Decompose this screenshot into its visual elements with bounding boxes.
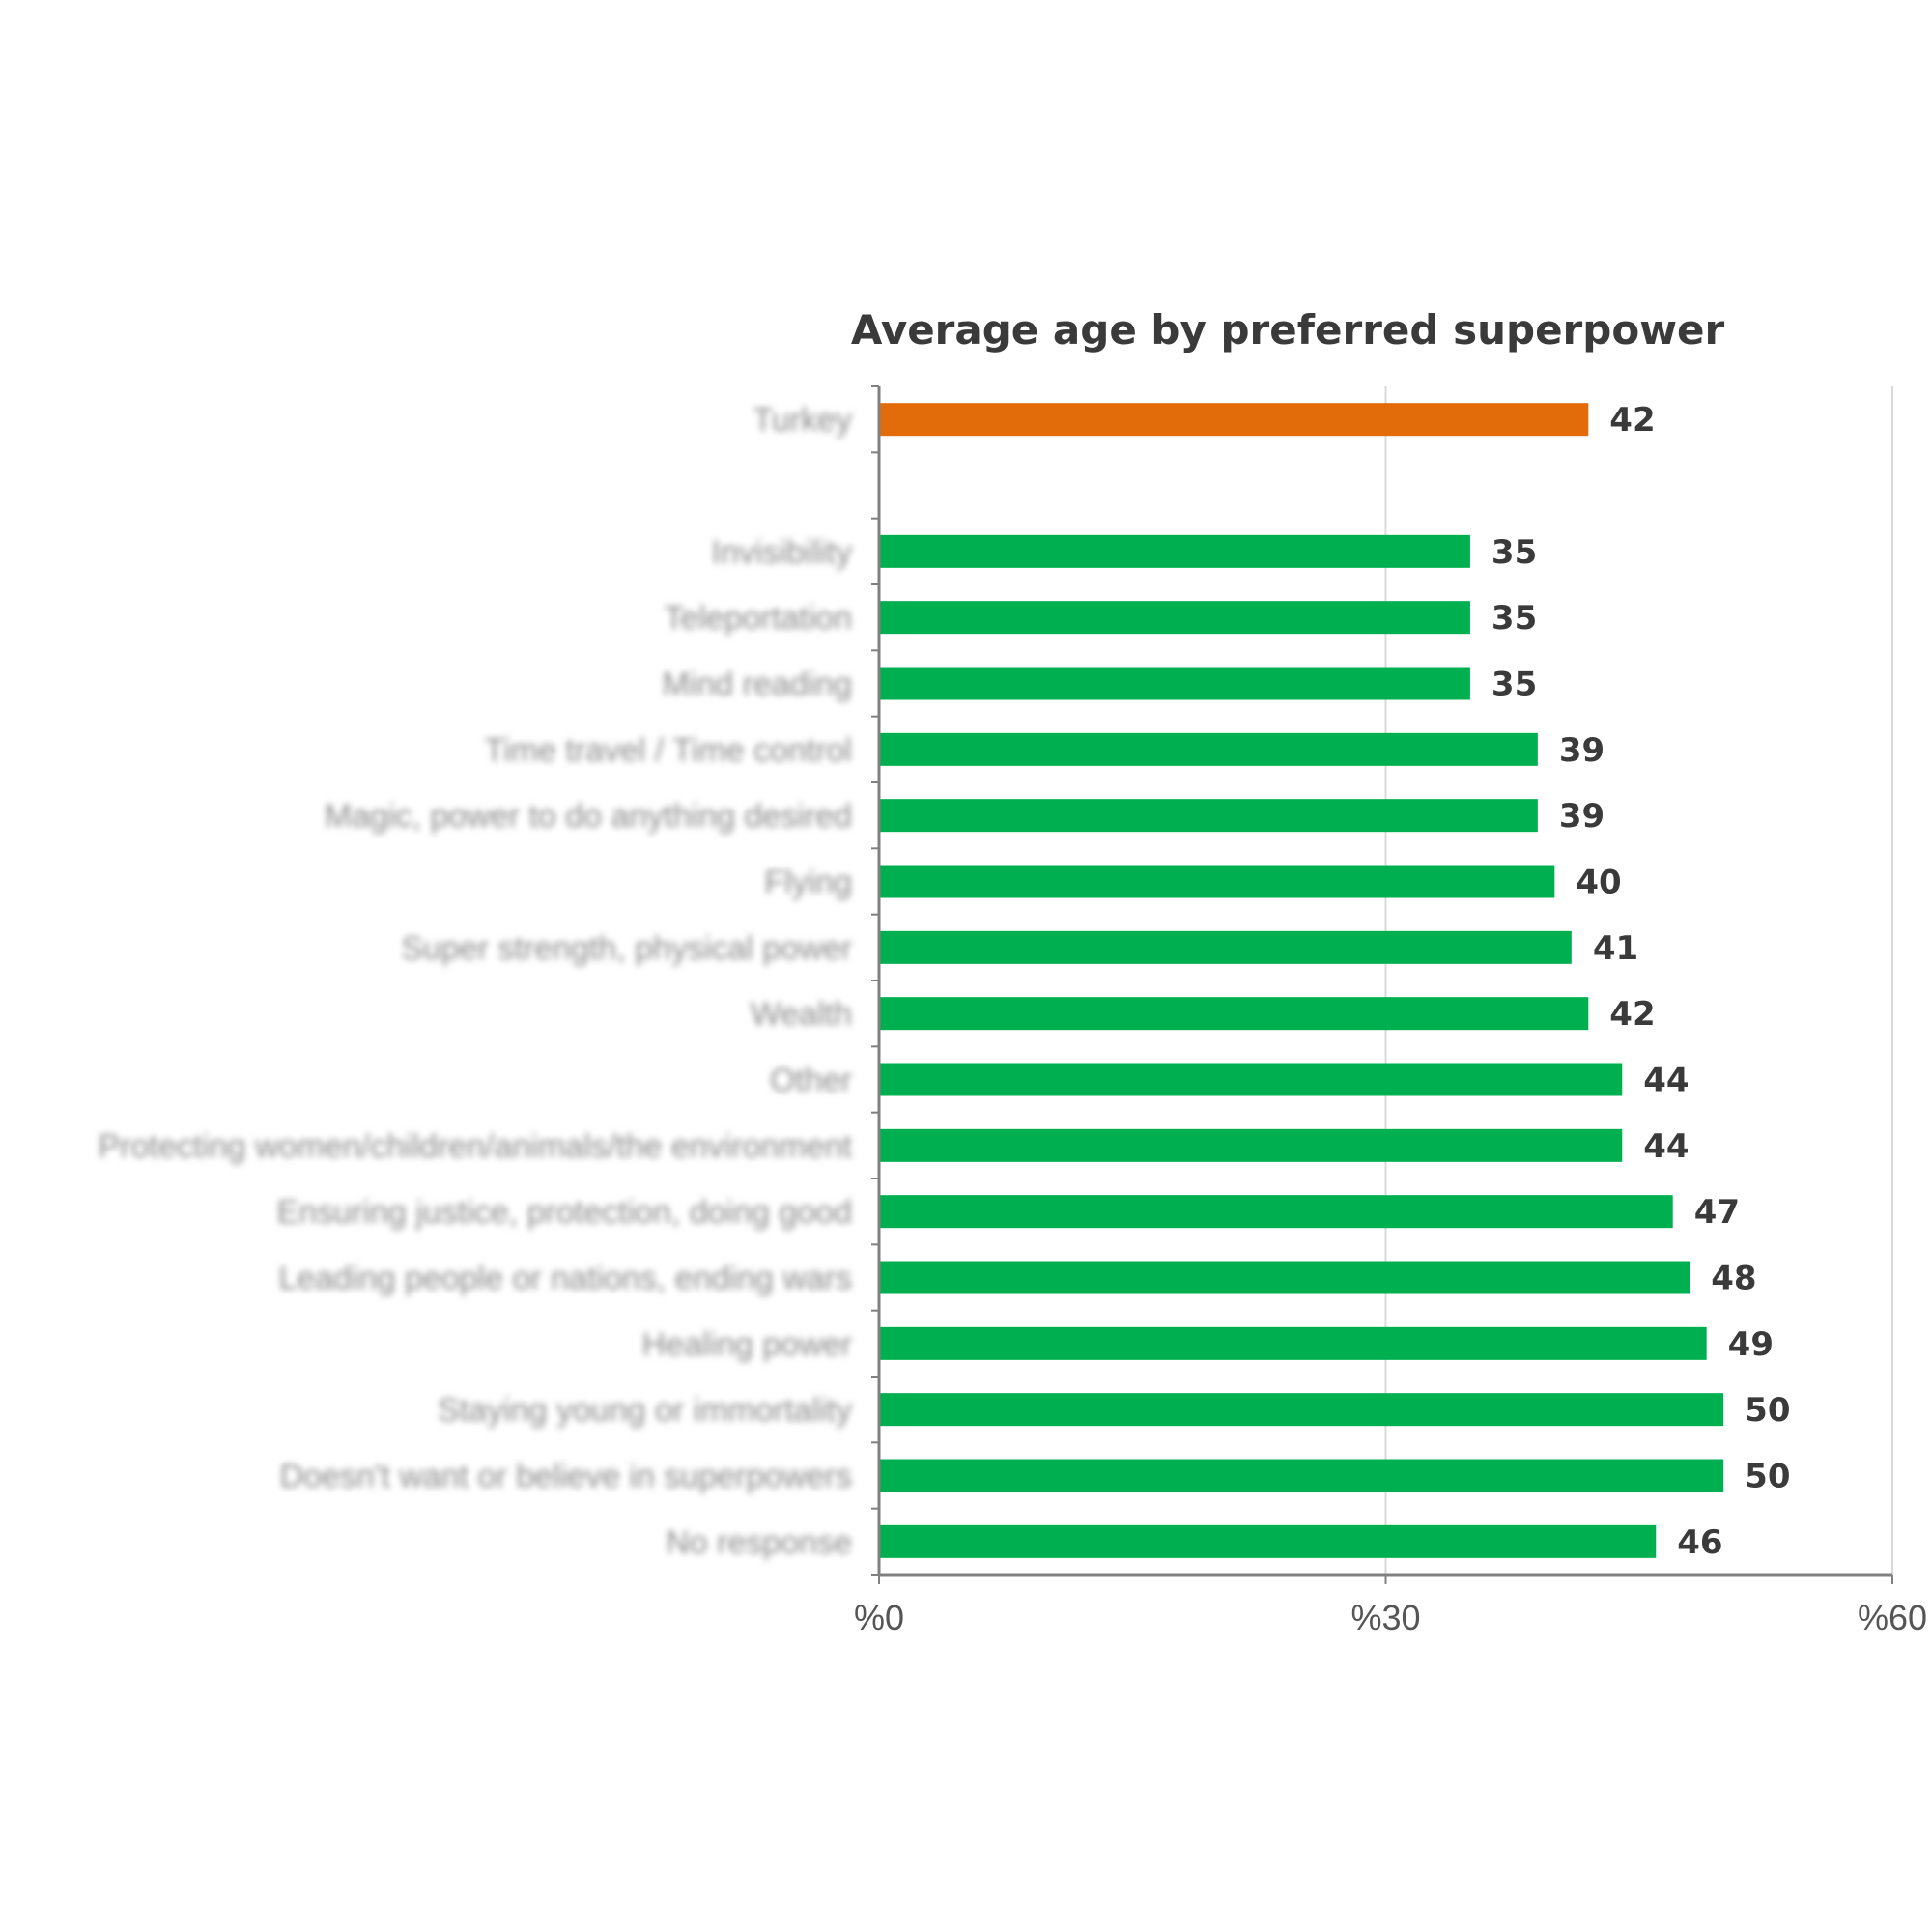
- category-label: Teleportation: [664, 600, 852, 637]
- bar: [879, 1261, 1690, 1294]
- bar: [879, 534, 1470, 568]
- category-label: Magic, power to do anything desired: [325, 798, 852, 835]
- bar: [879, 1459, 1724, 1492]
- bar: [879, 930, 1572, 964]
- data-label: 47: [1694, 1193, 1740, 1232]
- bar: [879, 997, 1589, 1031]
- category-label: Staying young or immortality: [438, 1392, 852, 1429]
- bar: [879, 601, 1470, 635]
- bar: [879, 865, 1555, 898]
- category-label: Protecting women/children/animals/the en…: [98, 1128, 852, 1165]
- x-tick-label: %30: [1350, 1598, 1420, 1637]
- category-label: Ensuring justice, protection, doing good: [277, 1194, 852, 1231]
- category-label: Super strength, physical power: [401, 930, 852, 967]
- bars: [879, 403, 1724, 1558]
- bar: [879, 1195, 1673, 1229]
- data-label: 40: [1576, 864, 1621, 902]
- bar: [879, 799, 1538, 833]
- data-label: 35: [1492, 666, 1537, 704]
- data-label: 42: [1609, 401, 1655, 440]
- bar: [879, 1524, 1657, 1558]
- category-label: Leading people or nations, ending wars: [278, 1261, 852, 1297]
- bar: [879, 667, 1470, 700]
- bar: [879, 1326, 1707, 1360]
- category-label: Invisibility: [712, 534, 852, 571]
- category-label: Doesn't want or believe in superpowers: [280, 1459, 852, 1495]
- axes: [871, 385, 1893, 1584]
- data-label: 49: [1728, 1325, 1774, 1364]
- category-label: No response: [666, 1524, 852, 1561]
- category-label: Time travel / Time control: [485, 732, 852, 769]
- data-label: 39: [1559, 731, 1605, 770]
- x-tick-label: %0: [854, 1598, 904, 1637]
- bar: [879, 1393, 1724, 1427]
- gridlines: [1384, 386, 1893, 1575]
- chart-title: Average age by preferred superpower: [851, 306, 1725, 354]
- data-label: 46: [1677, 1523, 1722, 1562]
- bar: [879, 1128, 1623, 1162]
- data-label: 41: [1593, 929, 1638, 968]
- data-label: 35: [1492, 599, 1537, 638]
- bar: [879, 1063, 1623, 1096]
- data-label: 35: [1492, 533, 1537, 572]
- category-label: Mind reading: [662, 667, 852, 703]
- category-label: Wealth: [751, 996, 852, 1033]
- data-label: 42: [1609, 995, 1655, 1034]
- data-label: 50: [1745, 1458, 1790, 1496]
- category-label: Flying: [764, 865, 852, 901]
- data-label: 48: [1711, 1260, 1756, 1298]
- x-tick-label: %60: [1858, 1598, 1927, 1637]
- data-label: 50: [1745, 1391, 1790, 1430]
- data-label: 39: [1559, 797, 1605, 836]
- category-label: Healing power: [642, 1326, 852, 1363]
- labels: 42 Turkey 35 Invisibility 35 Teleportation 35 M…: [98, 401, 1927, 1637]
- category-label: Turkey: [753, 402, 852, 439]
- bar: [879, 403, 1589, 437]
- data-label: 44: [1643, 1062, 1689, 1100]
- category-label: Other: [770, 1063, 852, 1099]
- bar: [879, 732, 1538, 766]
- data-label: 44: [1643, 1127, 1689, 1166]
